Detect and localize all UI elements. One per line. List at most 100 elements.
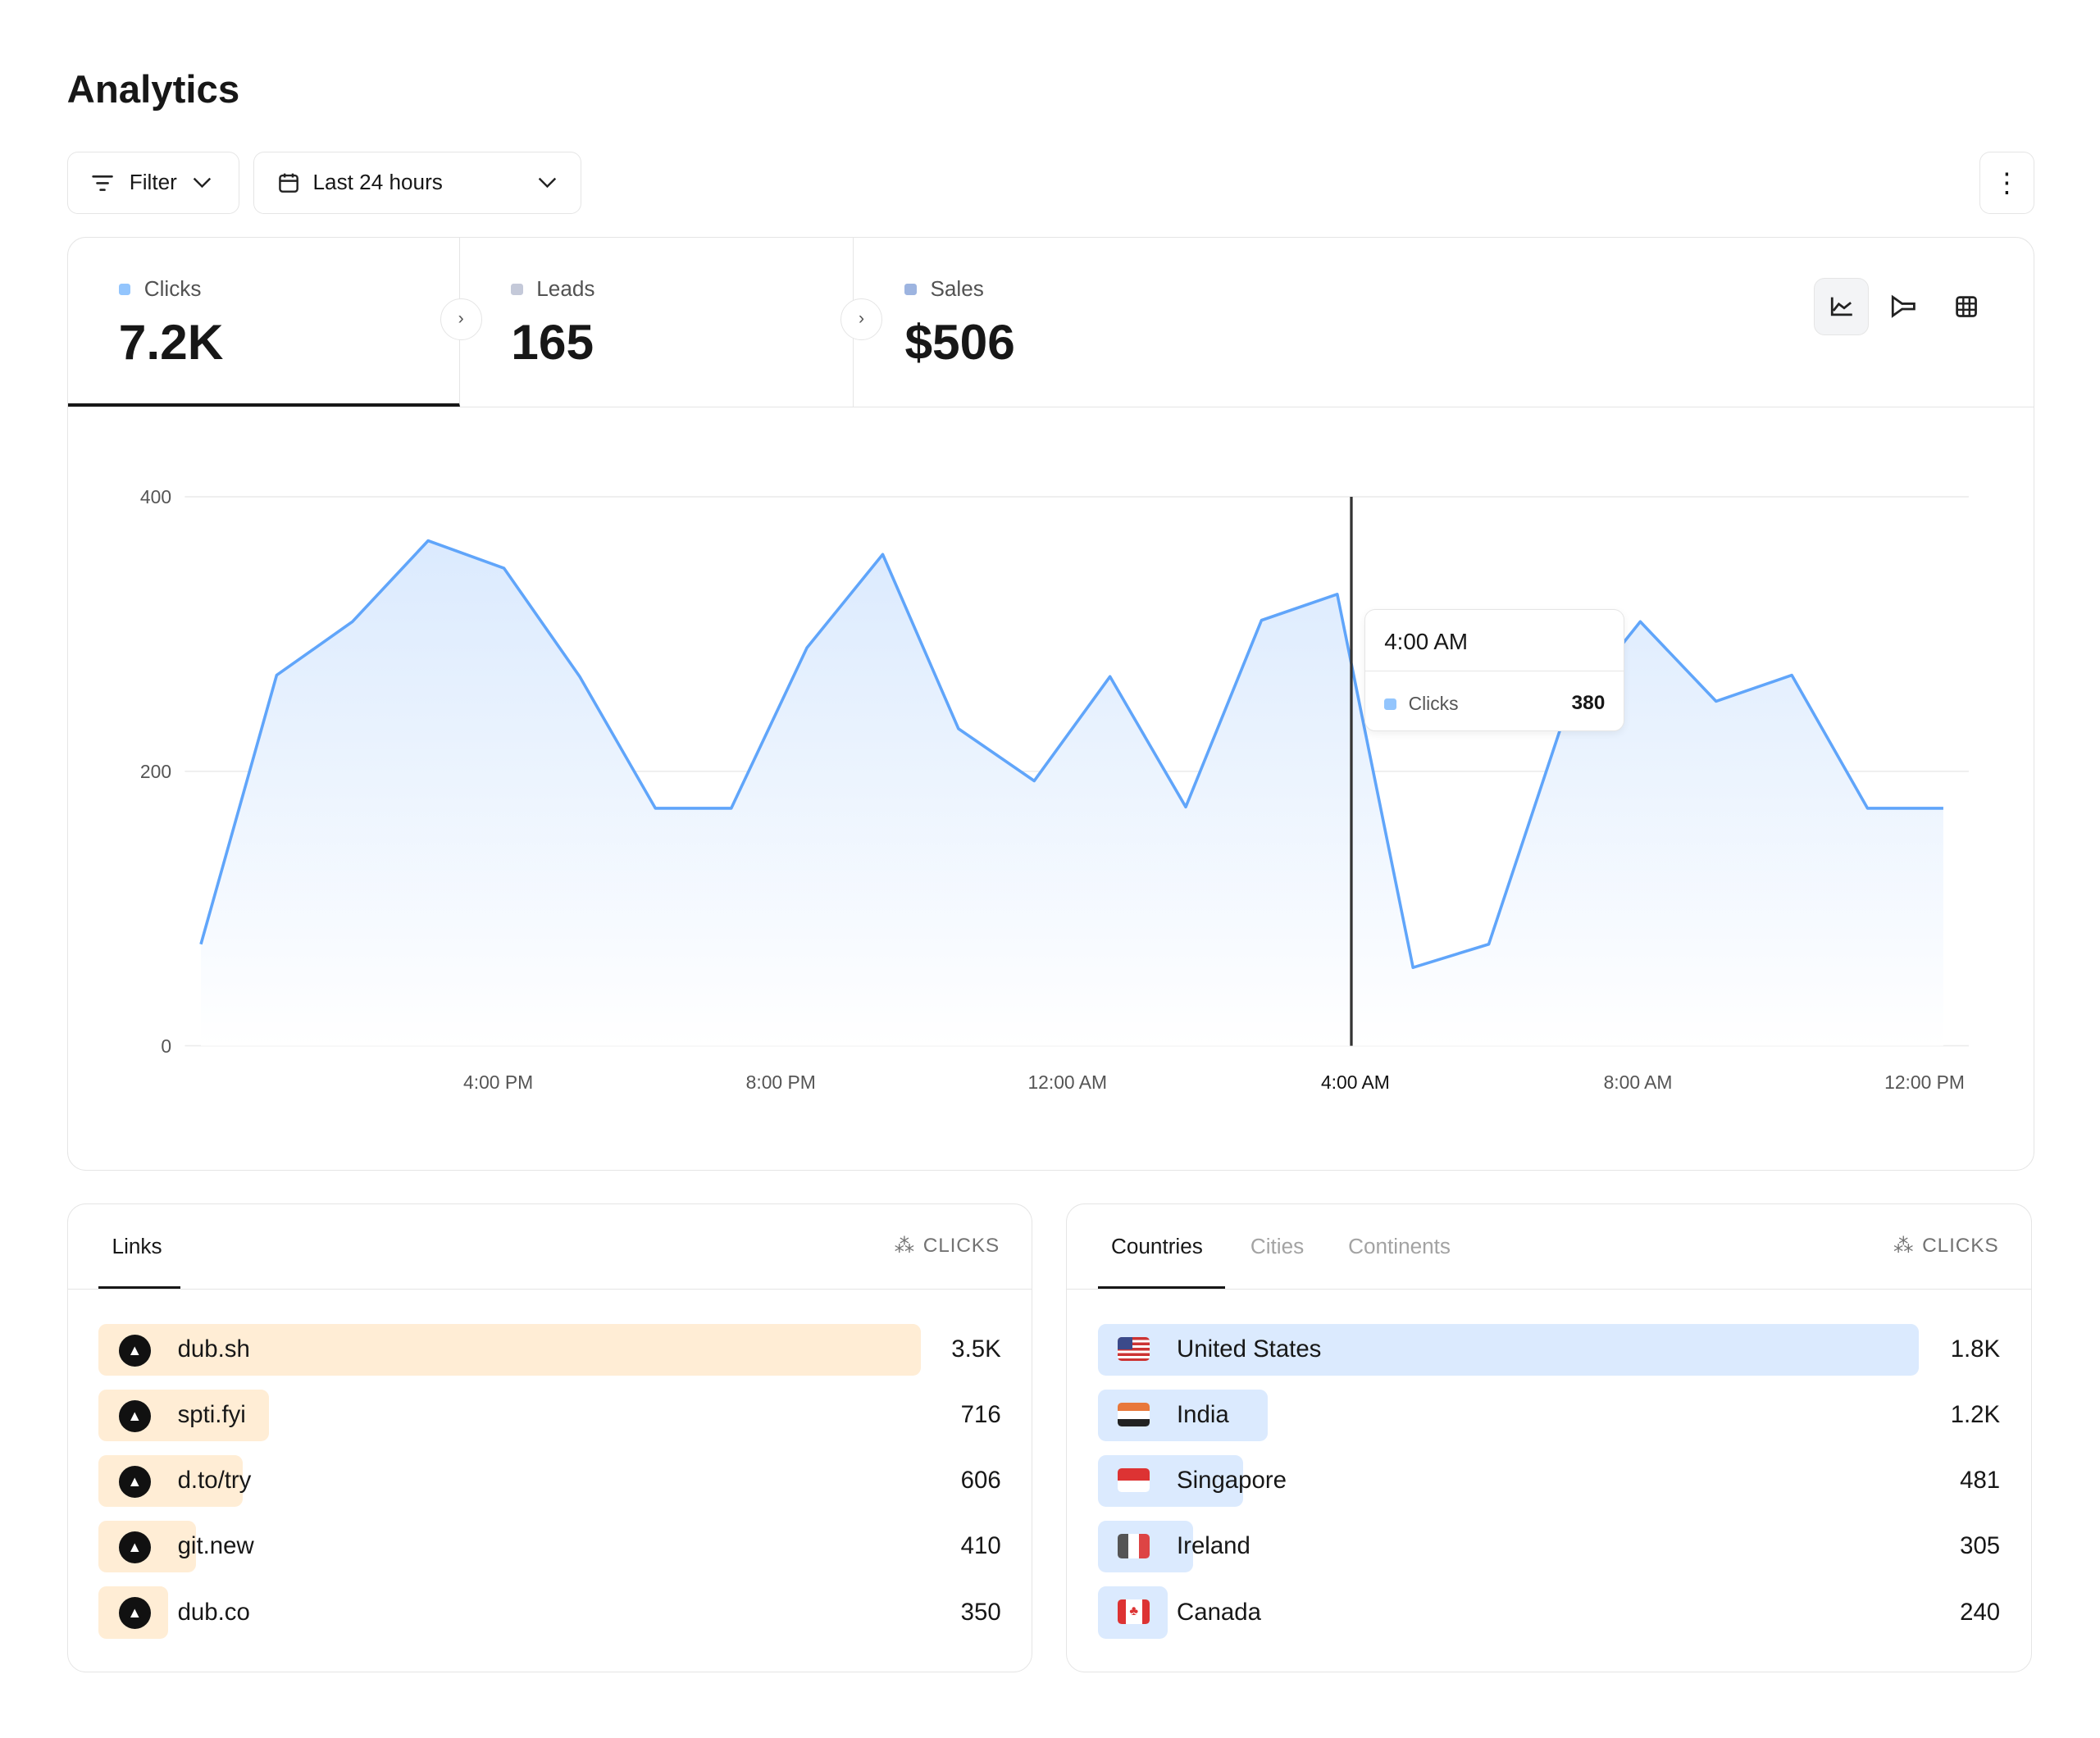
item-name: Canada bbox=[1177, 1598, 1261, 1626]
list-item[interactable]: India 1.2K bbox=[1097, 1389, 2001, 1442]
link-favicon-icon: ▲ bbox=[118, 1531, 151, 1564]
list-item[interactable]: Ireland 305 bbox=[1097, 1520, 2001, 1573]
clicks-metric-label[interactable]: ⁂ CLICKS bbox=[1893, 1234, 1998, 1258]
line-chart-view-button[interactable] bbox=[1814, 278, 1870, 336]
table-icon bbox=[1956, 296, 1977, 318]
page-title: Analytics bbox=[66, 67, 240, 111]
item-value: 350 bbox=[960, 1598, 1001, 1626]
x-tick-label: 12:00 AM bbox=[1027, 1071, 1107, 1093]
metric-value: $506 bbox=[904, 313, 1015, 370]
filter-icon bbox=[92, 175, 113, 191]
flag-sg-icon bbox=[1118, 1468, 1150, 1493]
item-name: d.to/try bbox=[177, 1467, 252, 1495]
list-item[interactable]: ♣ Canada 240 bbox=[1097, 1586, 2001, 1639]
tab-cities[interactable]: Cities bbox=[1250, 1234, 1305, 1259]
list-item[interactable]: Singapore 481 bbox=[1097, 1454, 2001, 1508]
chevron-down-icon bbox=[538, 178, 556, 189]
link-favicon-icon: ▲ bbox=[118, 1465, 151, 1498]
item-value: 1.2K bbox=[1950, 1401, 2001, 1429]
x-tick-label: 4:00 PM bbox=[463, 1071, 533, 1093]
list-item[interactable]: ▲ dub.co 350 bbox=[98, 1586, 1001, 1639]
metric-tab-sales[interactable]: Sales $506 bbox=[854, 238, 1255, 407]
leads-color-swatch bbox=[511, 283, 523, 296]
metric-text: CLICKS bbox=[922, 1235, 1000, 1258]
item-name: git.new bbox=[177, 1532, 254, 1560]
item-name: Ireland bbox=[1177, 1532, 1250, 1560]
tooltip-swatch bbox=[1384, 698, 1396, 711]
flag-ie-icon bbox=[1118, 1534, 1150, 1558]
item-value: 305 bbox=[1960, 1532, 2001, 1560]
tooltip-series: Clicks bbox=[1408, 693, 1459, 715]
chevron-right-icon: › bbox=[840, 298, 883, 340]
list-item[interactable]: ▲ d.to/try 606 bbox=[98, 1454, 1001, 1508]
item-name: India bbox=[1177, 1401, 1229, 1429]
clicks-color-swatch bbox=[118, 283, 131, 296]
funnel-icon bbox=[1891, 295, 1916, 319]
item-value: 716 bbox=[960, 1401, 1001, 1429]
x-tick-label: 8:00 PM bbox=[746, 1071, 816, 1093]
tab-countries[interactable]: Countries bbox=[1110, 1234, 1203, 1259]
flag-ca-icon: ♣ bbox=[1118, 1599, 1150, 1624]
cursor-click-icon: ⁂ bbox=[894, 1235, 915, 1258]
sales-color-swatch bbox=[904, 283, 918, 296]
item-value: 481 bbox=[1960, 1467, 2001, 1495]
value-bar bbox=[1097, 1323, 1919, 1376]
metric-label: Clicks bbox=[143, 276, 202, 302]
list-item[interactable]: United States 1.8K bbox=[1097, 1323, 2001, 1376]
item-name: dub.co bbox=[177, 1598, 250, 1626]
calendar-icon bbox=[279, 173, 298, 193]
line-chart-icon bbox=[1831, 297, 1853, 316]
metric-tab-leads[interactable]: Leads 165 bbox=[460, 238, 854, 407]
flag-us-icon bbox=[1118, 1337, 1150, 1362]
value-bar bbox=[98, 1323, 922, 1376]
date-range-select[interactable]: Last 24 hours bbox=[253, 151, 581, 215]
metric-label: Leads bbox=[536, 276, 595, 302]
locations-card: Countries Cities Continents ⁂ CLICKS Unit… bbox=[1066, 1203, 2032, 1672]
metric-value: 7.2K bbox=[118, 313, 224, 370]
link-favicon-icon: ▲ bbox=[118, 1399, 151, 1432]
item-name: dub.sh bbox=[177, 1335, 250, 1363]
list-item[interactable]: ▲ spti.fyi 716 bbox=[98, 1389, 1001, 1442]
tooltip-value: 380 bbox=[1571, 691, 1606, 714]
x-tick-label: 8:00 AM bbox=[1604, 1071, 1673, 1093]
item-value: 3.5K bbox=[951, 1335, 1001, 1363]
filter-label: Filter bbox=[129, 170, 177, 195]
item-value: 1.8K bbox=[1950, 1335, 2001, 1363]
clicks-area-chart[interactable]: 0 200 400 4:00 PM 8:00 PM 12:00 AM 4:00 AM 8:0… bbox=[0, 0, 2100, 1165]
metric-text: CLICKS bbox=[1922, 1235, 1999, 1258]
tab-continents[interactable]: Continents bbox=[1348, 1234, 1451, 1259]
x-tick-label: 4:00 AM bbox=[1321, 1071, 1390, 1093]
chevron-right-icon: › bbox=[440, 298, 482, 340]
flag-in-icon bbox=[1118, 1403, 1150, 1427]
clicks-metric-label[interactable]: ⁂ CLICKS bbox=[895, 1234, 1000, 1258]
item-value: 240 bbox=[1960, 1598, 2001, 1626]
x-tick-label: 12:00 PM bbox=[1884, 1071, 1965, 1093]
list-item[interactable]: ▲ dub.sh 3.5K bbox=[98, 1323, 1001, 1376]
item-value: 606 bbox=[960, 1467, 1001, 1495]
filter-button[interactable]: Filter bbox=[66, 151, 240, 215]
y-tick-label: 400 bbox=[140, 486, 171, 507]
y-tick-label: 0 bbox=[161, 1035, 171, 1057]
y-tick-label: 200 bbox=[140, 761, 171, 782]
link-favicon-icon: ▲ bbox=[118, 1334, 151, 1367]
more-options-button[interactable]: ⋮ bbox=[1979, 151, 2034, 215]
item-name: Singapore bbox=[1177, 1467, 1287, 1495]
chart-tooltip: 4:00 AM Clicks 380 bbox=[1364, 609, 1625, 731]
date-range-label: Last 24 hours bbox=[312, 170, 443, 195]
metric-value: 165 bbox=[511, 313, 594, 370]
area-fill bbox=[200, 540, 1943, 1046]
list-item[interactable]: ▲ git.new 410 bbox=[98, 1520, 1001, 1573]
links-card: Links ⁂ CLICKS ▲ dub.sh 3.5K ▲ spti.fyi 716 ▲ d.… bbox=[66, 1203, 1033, 1672]
tooltip-title: 4:00 AM bbox=[1384, 629, 1469, 654]
item-name: United States bbox=[1177, 1335, 1322, 1363]
series-line-clicks bbox=[199, 539, 1943, 969]
link-favicon-icon: ▲ bbox=[118, 1596, 151, 1630]
item-value: 410 bbox=[960, 1532, 1001, 1560]
funnel-view-button[interactable] bbox=[1876, 278, 1931, 335]
item-name: spti.fyi bbox=[177, 1401, 246, 1429]
table-view-button[interactable] bbox=[1938, 278, 1993, 335]
more-vertical-icon: ⋮ bbox=[1993, 166, 2020, 198]
tab-links[interactable]: Links bbox=[112, 1234, 162, 1259]
metric-label: Sales bbox=[930, 276, 984, 302]
chevron-down-icon bbox=[194, 178, 212, 189]
